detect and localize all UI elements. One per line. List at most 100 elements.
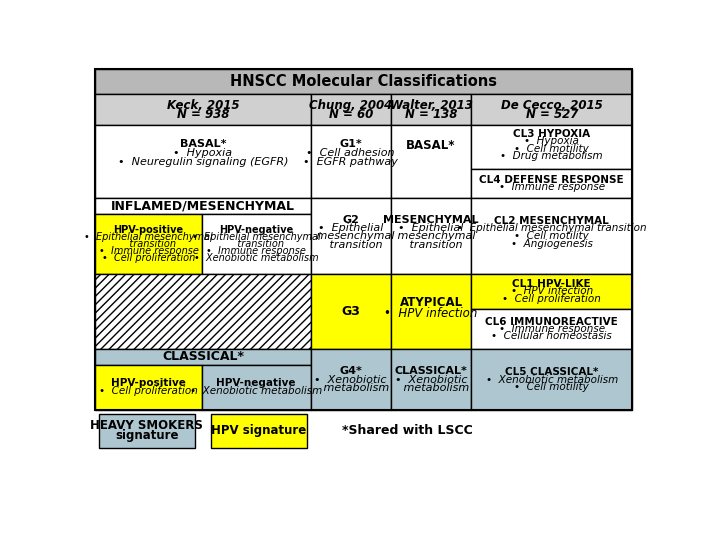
Text: HNSCC Molecular Classifications: HNSCC Molecular Classifications [230, 74, 498, 89]
Bar [202, 365, 310, 410]
Text: •  Epithelial: • Epithelial [398, 223, 464, 233]
Bar [310, 125, 390, 198]
Text: metabolism: metabolism [393, 383, 469, 393]
Text: Walter, 2013: Walter, 2013 [390, 99, 472, 112]
Bar [471, 169, 633, 198]
Text: transition: transition [319, 240, 383, 249]
Text: •  Cellular homeostasis: • Cellular homeostasis [491, 332, 612, 341]
Text: CLASSICAL*: CLASSICAL* [162, 351, 244, 364]
Text: HPV-negative: HPV-negative [219, 225, 293, 235]
Bar [310, 198, 390, 274]
Text: •  Immune response: • Immune response [99, 246, 198, 256]
Bar [95, 198, 310, 214]
Text: N = 527: N = 527 [525, 108, 578, 121]
Text: transition: transition [121, 239, 177, 249]
Text: N = 60: N = 60 [329, 108, 373, 121]
Text: •  Xenobiotic metabolism: • Xenobiotic metabolism [194, 253, 318, 263]
Bar [95, 69, 633, 410]
Text: •  Epithelial mesenchymal: • Epithelial mesenchymal [84, 232, 213, 242]
Text: N = 138: N = 138 [405, 108, 457, 121]
Text: •  Epithelial mesenchymal transition: • Epithelial mesenchymal transition [457, 223, 647, 233]
Bar [471, 125, 633, 169]
Text: HPV-negative: HPV-negative [217, 378, 296, 388]
Text: metabolism: metabolism [312, 383, 389, 393]
Text: BASAL*: BASAL* [406, 139, 456, 152]
Text: INFLAMED/MESENCHYMAL: INFLAMED/MESENCHYMAL [111, 199, 295, 213]
Text: HPV-positive: HPV-positive [111, 378, 186, 388]
Bar [95, 214, 202, 274]
Bar [95, 69, 633, 94]
Text: •  Angiogenesis: • Angiogenesis [511, 239, 593, 249]
Bar [471, 198, 633, 274]
Text: •  Cell motility: • Cell motility [515, 143, 589, 154]
Bar [310, 349, 390, 410]
Bar [391, 94, 471, 125]
Text: G1*: G1* [339, 139, 362, 149]
Text: •  Cell adhesion: • Cell adhesion [307, 148, 395, 158]
Bar [202, 214, 310, 274]
Text: •  Immune response: • Immune response [206, 246, 306, 256]
Bar [95, 94, 310, 125]
Text: CL3 HYPOXIA: CL3 HYPOXIA [513, 129, 590, 139]
Text: •  Xenobiotic: • Xenobiotic [315, 375, 387, 385]
Bar [95, 365, 202, 410]
Text: •  HPV infection: • HPV infection [510, 286, 593, 296]
Text: signature: signature [115, 430, 178, 442]
Text: •  Hypoxia: • Hypoxia [525, 136, 579, 146]
Bar [95, 125, 310, 198]
Bar [471, 274, 633, 309]
Text: MESENCHYMAL: MESENCHYMAL [383, 215, 479, 225]
Text: CL4 DEFENSE RESPONSE: CL4 DEFENSE RESPONSE [479, 175, 624, 185]
Bar [391, 274, 471, 349]
Bar [99, 414, 195, 448]
Text: CL2 MESENCHYMAL: CL2 MESENCHYMAL [494, 216, 609, 225]
Text: •  Drug metabolism: • Drug metabolism [501, 151, 603, 161]
Text: •  Cell proliferation: • Cell proliferation [99, 386, 198, 397]
Text: •  Cell proliferation: • Cell proliferation [102, 253, 195, 263]
Bar [391, 198, 471, 274]
Bar [471, 309, 633, 349]
Text: •  Epithelial: • Epithelial [318, 223, 383, 233]
Text: G2: G2 [342, 215, 359, 225]
Text: Chung, 2004: Chung, 2004 [309, 99, 393, 112]
Bar [391, 125, 471, 198]
Text: •  Cell proliferation: • Cell proliferation [503, 294, 601, 304]
Text: •  Xenobiotic metabolism: • Xenobiotic metabolism [190, 386, 322, 397]
Text: •  Neuregulin signaling (EGFR): • Neuregulin signaling (EGFR) [118, 157, 288, 167]
Text: •  EGFR pathway: • EGFR pathway [303, 157, 398, 167]
Text: •  HPV infection: • HPV infection [384, 306, 478, 319]
Text: *Shared with LSCC: *Shared with LSCC [342, 424, 473, 438]
Bar [310, 274, 390, 349]
Text: G3: G3 [342, 305, 360, 318]
Bar [95, 274, 310, 349]
Text: ATYPICAL: ATYPICAL [400, 296, 463, 309]
Text: G4*: G4* [339, 366, 362, 376]
Bar [471, 349, 633, 410]
Text: CLASSICAL*: CLASSICAL* [395, 366, 467, 376]
Text: De Cecco, 2015: De Cecco, 2015 [501, 99, 603, 112]
Bar [471, 94, 633, 125]
Bar [211, 414, 307, 448]
Text: •  Hypoxia: • Hypoxia [173, 148, 232, 158]
Text: HPV signature: HPV signature [212, 424, 307, 438]
Text: •  Immune response: • Immune response [498, 324, 605, 334]
Text: •  Immune response: • Immune response [498, 182, 605, 192]
Bar [310, 94, 390, 125]
Bar [391, 349, 471, 410]
Text: •  Xenobiotic metabolism: • Xenobiotic metabolism [486, 375, 618, 385]
Text: •  Xenobiotic: • Xenobiotic [395, 375, 467, 385]
Text: N = 938: N = 938 [177, 108, 229, 121]
Text: •  Cell motility: • Cell motility [515, 231, 589, 241]
Text: CL1 HPV-LIKE: CL1 HPV-LIKE [513, 279, 591, 289]
Text: BASAL*: BASAL* [180, 139, 226, 149]
Text: HPV-positive: HPV-positive [114, 225, 183, 235]
Text: mesenchymal: mesenchymal [387, 231, 475, 241]
Text: CL5 CLASSICAL*: CL5 CLASSICAL* [505, 367, 599, 377]
Bar [95, 349, 310, 365]
Text: mesenchymal: mesenchymal [307, 231, 395, 241]
Text: CL6 IMMUNOREACTIVE: CL6 IMMUNOREACTIVE [486, 317, 618, 327]
Text: Keck, 2015: Keck, 2015 [167, 99, 239, 112]
Text: HEAVY SMOKERS: HEAVY SMOKERS [90, 419, 203, 432]
Text: transition: transition [228, 239, 284, 249]
Text: transition: transition [399, 240, 463, 249]
